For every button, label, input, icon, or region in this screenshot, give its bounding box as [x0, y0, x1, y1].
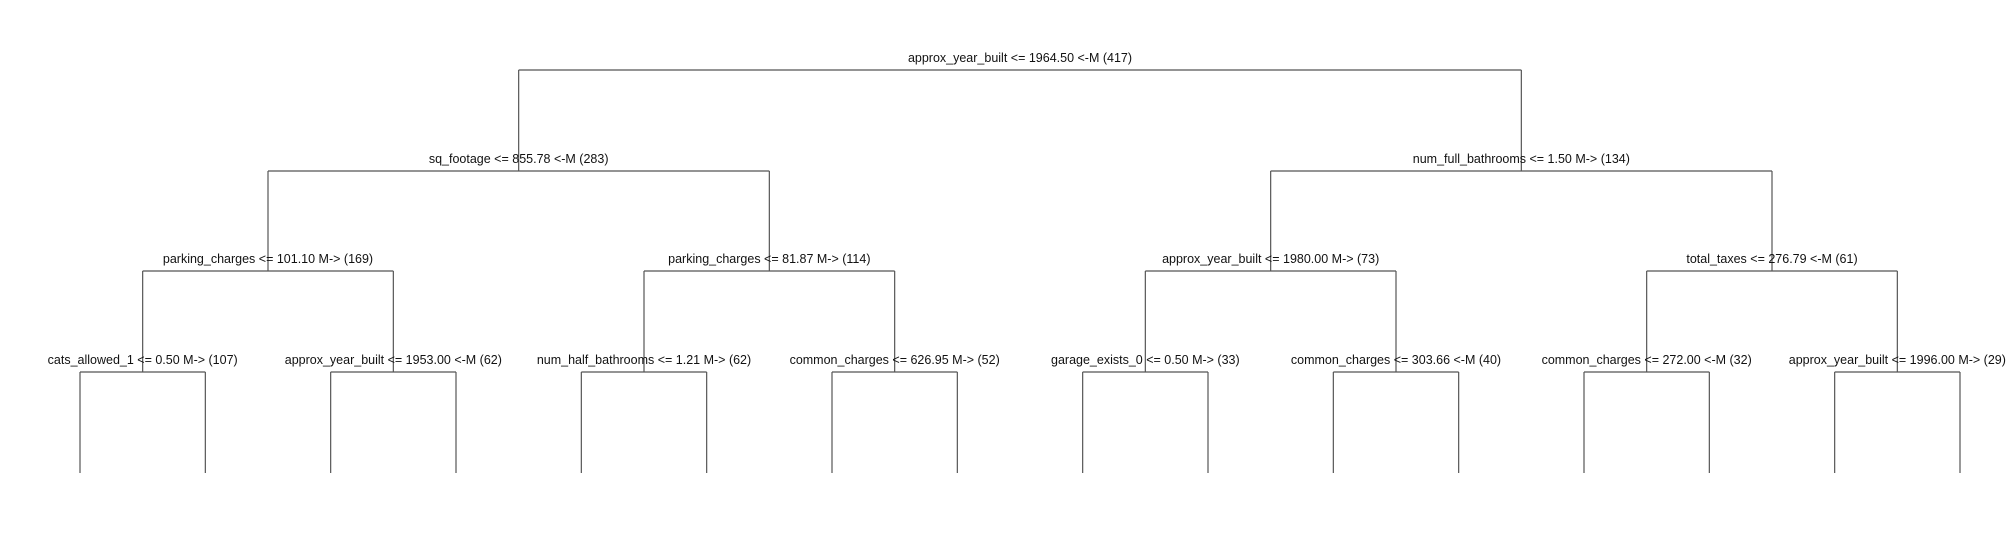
node-split-label: parking_charges <= 101.10 M-> (169)	[163, 252, 373, 266]
node-split-label: num_half_bathrooms <= 1.21 M-> (62)	[537, 353, 751, 367]
node-split-label: parking_charges <= 81.87 M-> (114)	[668, 252, 870, 266]
node-split-label: total_taxes <= 276.79 <-M (61)	[1686, 252, 1857, 266]
node-split-label: approx_year_built <= 1980.00 M-> (73)	[1162, 252, 1379, 266]
node-split-label: approx_year_built <= 1953.00 <-M (62)	[285, 353, 502, 367]
node-split-label: common_charges <= 272.00 <-M (32)	[1542, 353, 1752, 367]
node-split-label: approx_year_built <= 1996.00 M-> (29)	[1789, 353, 2006, 367]
node-split-label: approx_year_built <= 1964.50 <-M (417)	[908, 51, 1132, 65]
node-split-label: common_charges <= 303.66 <-M (40)	[1291, 353, 1501, 367]
node-split-label: garage_exists_0 <= 0.50 M-> (33)	[1051, 353, 1240, 367]
node-split-label: common_charges <= 626.95 M-> (52)	[790, 353, 1000, 367]
node-split-label: num_full_bathrooms <= 1.50 M-> (134)	[1413, 152, 1630, 166]
node-split-label: cats_allowed_1 <= 0.50 M-> (107)	[48, 353, 238, 367]
node-split-label: sq_footage <= 855.78 <-M (283)	[429, 152, 609, 166]
